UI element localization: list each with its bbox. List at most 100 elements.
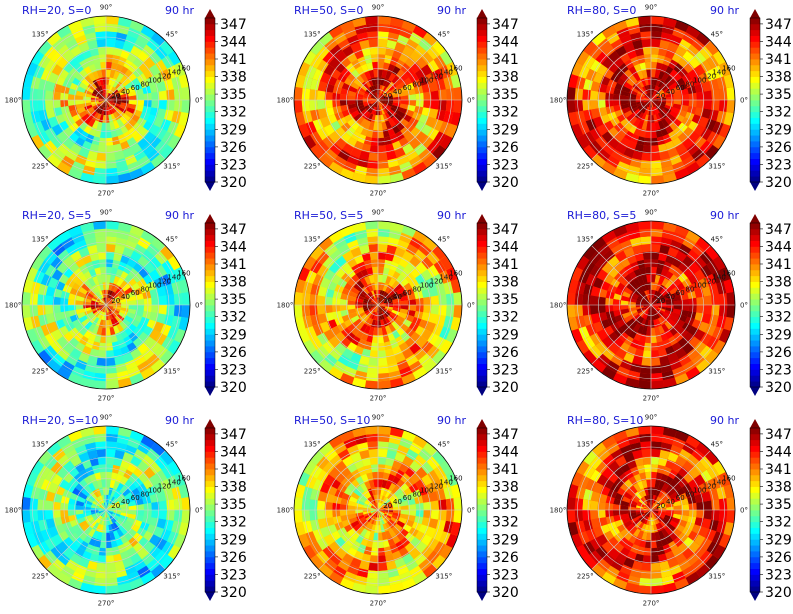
field-cell — [102, 297, 106, 305]
field-cell — [364, 489, 372, 498]
field-cell — [92, 489, 100, 498]
field-cell — [629, 309, 638, 316]
colorbar-segment — [205, 486, 215, 493]
field-cell — [450, 74, 461, 89]
field-cell — [655, 488, 662, 497]
colorbar-segment — [205, 469, 215, 476]
field-cell — [362, 507, 371, 510]
field-cell — [97, 311, 103, 319]
field-cell — [386, 150, 397, 161]
colorbar-segment — [477, 35, 487, 42]
theta-tick-label: 90° — [100, 209, 112, 217]
field-cell — [108, 106, 113, 115]
field-cell — [110, 488, 117, 497]
theta-tick-label: 0° — [740, 97, 748, 105]
field-cell — [378, 502, 381, 510]
field-cell — [375, 312, 378, 321]
field-cell — [44, 510, 54, 520]
field-cell — [143, 120, 154, 132]
field-cell — [415, 273, 426, 285]
field-cell — [643, 305, 651, 309]
field-cell — [637, 91, 645, 97]
field-cell — [382, 334, 390, 343]
field-cell — [84, 104, 93, 111]
field-cell — [106, 305, 114, 309]
field-cell — [120, 140, 131, 151]
colorbar-segment — [205, 381, 215, 388]
field-cell — [128, 300, 137, 305]
colorbar-tick-label: 344 — [220, 34, 247, 50]
field-cell — [106, 510, 111, 517]
field-cell — [90, 302, 99, 305]
field-cell — [136, 94, 145, 100]
field-cell — [22, 86, 31, 100]
field-cell — [85, 496, 94, 504]
field-cell — [156, 108, 167, 119]
theta-tick-label: 135° — [577, 236, 594, 244]
field-cell — [167, 475, 179, 489]
field-cell — [726, 291, 735, 305]
angular-gridline — [377, 304, 438, 365]
field-cell — [122, 78, 131, 87]
theta-tick-label: 315° — [708, 162, 725, 170]
field-cell — [601, 336, 614, 349]
polar-panel: RH=50, S=5 90 hr 0° 45° 90° 135° 180° 225° 270° 3… — [272, 205, 536, 409]
field-cell — [359, 493, 368, 501]
colorbar-segment — [205, 580, 215, 587]
polar-border — [293, 425, 463, 595]
field-cell — [146, 448, 160, 462]
field-cell — [347, 513, 357, 520]
field-cell — [323, 534, 335, 546]
field-cell — [178, 74, 189, 89]
field-cell — [375, 297, 378, 305]
field-cell — [568, 316, 579, 331]
field-cell — [427, 264, 440, 278]
field-cell — [155, 264, 168, 278]
colorbar-extend-max — [477, 419, 487, 428]
field-cell — [58, 478, 69, 490]
field-cell — [585, 528, 597, 542]
field-cell — [116, 482, 124, 492]
field-cell — [685, 25, 701, 39]
field-cell — [91, 307, 100, 312]
field-cell — [396, 154, 410, 166]
field-cell — [626, 140, 637, 151]
field-cell — [98, 97, 106, 100]
field-cell — [375, 84, 378, 93]
radial-tick-label: 120 — [703, 482, 716, 490]
field-cell — [694, 461, 707, 475]
field-cell — [653, 106, 658, 115]
colorbar-segment — [205, 246, 215, 253]
field-cell — [378, 357, 388, 367]
field-cell — [409, 255, 422, 268]
colorbar-tick-label: 338 — [220, 275, 247, 291]
field-cell — [99, 106, 104, 115]
field-cell — [67, 578, 83, 590]
field-cell — [78, 82, 88, 90]
field-cell — [373, 93, 378, 100]
field-cell — [651, 380, 665, 389]
field-cell — [97, 291, 103, 299]
field-cell — [74, 34, 88, 46]
field-cell — [106, 243, 116, 253]
colorbar-extend-min — [205, 182, 215, 191]
theta-tick-label: 135° — [32, 31, 49, 39]
field-cell — [62, 547, 75, 560]
field-cell — [67, 168, 83, 180]
field-cell — [621, 291, 631, 298]
field-cell — [29, 293, 39, 305]
field-cell — [601, 131, 614, 144]
field-cell — [602, 553, 616, 566]
field-cell — [384, 307, 393, 312]
field-cell — [319, 526, 331, 538]
field-cell — [378, 145, 387, 154]
field-cell — [361, 520, 369, 529]
colorbar-tick-label: 332 — [220, 310, 247, 326]
field-cell — [645, 130, 651, 139]
field-cell — [400, 505, 409, 510]
field-cell — [712, 50, 726, 66]
panel-time-label: 90 hr — [437, 4, 466, 17]
angular-gridline — [318, 245, 379, 306]
colorbar-segment — [205, 88, 215, 95]
field-cell — [74, 444, 88, 456]
